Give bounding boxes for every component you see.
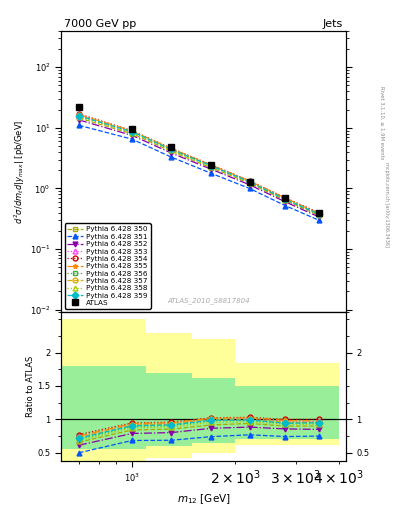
Pythia 6.428 356 bbox=[209, 163, 213, 169]
Text: ATLAS_2010_S8817804: ATLAS_2010_S8817804 bbox=[168, 297, 250, 304]
Pythia 6.428 355 bbox=[283, 195, 288, 201]
ATLAS bbox=[247, 179, 252, 185]
Pythia 6.428 356 bbox=[169, 147, 174, 153]
Pythia 6.428 352 bbox=[77, 117, 81, 123]
Pythia 6.428 358 bbox=[316, 211, 321, 218]
X-axis label: $m_{12}$ [GeV]: $m_{12}$ [GeV] bbox=[176, 493, 230, 506]
Pythia 6.428 359 bbox=[209, 163, 213, 169]
Pythia 6.428 352 bbox=[247, 182, 252, 188]
Pythia 6.428 353 bbox=[77, 112, 81, 118]
Line: Pythia 6.428 356: Pythia 6.428 356 bbox=[77, 114, 321, 217]
Pythia 6.428 357 bbox=[283, 196, 288, 202]
Pythia 6.428 354 bbox=[130, 127, 134, 134]
Pythia 6.428 355 bbox=[247, 178, 252, 184]
Pythia 6.428 359 bbox=[247, 179, 252, 185]
Pythia 6.428 356 bbox=[130, 129, 134, 135]
Pythia 6.428 353 bbox=[316, 210, 321, 217]
Pythia 6.428 350 bbox=[316, 212, 321, 219]
Line: Pythia 6.428 351: Pythia 6.428 351 bbox=[77, 123, 321, 223]
Pythia 6.428 355 bbox=[209, 162, 213, 168]
Pythia 6.428 354 bbox=[209, 162, 213, 168]
ATLAS bbox=[316, 209, 321, 216]
Pythia 6.428 358 bbox=[247, 180, 252, 186]
Line: Pythia 6.428 354: Pythia 6.428 354 bbox=[77, 112, 321, 215]
ATLAS bbox=[169, 144, 174, 150]
Pythia 6.428 353 bbox=[130, 128, 134, 134]
Pythia 6.428 352 bbox=[169, 150, 174, 156]
ATLAS bbox=[130, 126, 134, 132]
Pythia 6.428 352 bbox=[130, 132, 134, 138]
Pythia 6.428 352 bbox=[316, 214, 321, 220]
Pythia 6.428 350 bbox=[77, 115, 81, 121]
Pythia 6.428 358 bbox=[169, 147, 174, 154]
Pythia 6.428 357 bbox=[209, 162, 213, 168]
Text: Jets: Jets bbox=[323, 19, 343, 29]
Pythia 6.428 350 bbox=[130, 131, 134, 137]
Pythia 6.428 353 bbox=[283, 196, 288, 202]
Pythia 6.428 354 bbox=[247, 178, 252, 184]
Y-axis label: $d^2\sigma/dm_{t}d|y_{max}|$ [pb/GeV]: $d^2\sigma/dm_{t}d|y_{max}|$ [pb/GeV] bbox=[13, 119, 27, 224]
Line: Pythia 6.428 359: Pythia 6.428 359 bbox=[77, 113, 321, 217]
Pythia 6.428 353 bbox=[169, 146, 174, 152]
Pythia 6.428 355 bbox=[130, 128, 134, 134]
Line: ATLAS: ATLAS bbox=[75, 103, 322, 216]
Line: Pythia 6.428 350: Pythia 6.428 350 bbox=[77, 116, 321, 218]
Pythia 6.428 357 bbox=[77, 113, 81, 119]
Pythia 6.428 354 bbox=[169, 145, 174, 152]
Pythia 6.428 359 bbox=[316, 211, 321, 217]
Legend: Pythia 6.428 350, Pythia 6.428 351, Pythia 6.428 352, Pythia 6.428 353, Pythia 6: Pythia 6.428 350, Pythia 6.428 351, Pyth… bbox=[64, 224, 151, 309]
ATLAS bbox=[283, 195, 288, 201]
Pythia 6.428 359 bbox=[77, 113, 81, 119]
Line: Pythia 6.428 355: Pythia 6.428 355 bbox=[77, 112, 321, 216]
Pythia 6.428 356 bbox=[283, 196, 288, 202]
Pythia 6.428 355 bbox=[169, 145, 174, 152]
ATLAS bbox=[77, 104, 81, 110]
Pythia 6.428 352 bbox=[283, 199, 288, 205]
Pythia 6.428 357 bbox=[130, 129, 134, 135]
Pythia 6.428 350 bbox=[169, 148, 174, 155]
Pythia 6.428 359 bbox=[130, 129, 134, 135]
Pythia 6.428 356 bbox=[77, 113, 81, 119]
Pythia 6.428 350 bbox=[247, 180, 252, 186]
Pythia 6.428 359 bbox=[283, 196, 288, 202]
Pythia 6.428 350 bbox=[283, 198, 288, 204]
Line: Pythia 6.428 352: Pythia 6.428 352 bbox=[77, 118, 321, 219]
Pythia 6.428 353 bbox=[209, 162, 213, 168]
Pythia 6.428 359 bbox=[169, 146, 174, 153]
Line: Pythia 6.428 353: Pythia 6.428 353 bbox=[77, 112, 321, 216]
Pythia 6.428 351 bbox=[77, 122, 81, 129]
Pythia 6.428 351 bbox=[283, 203, 288, 209]
Pythia 6.428 357 bbox=[316, 211, 321, 217]
Pythia 6.428 351 bbox=[247, 185, 252, 191]
Y-axis label: Ratio to ATLAS: Ratio to ATLAS bbox=[26, 356, 35, 417]
Pythia 6.428 355 bbox=[77, 112, 81, 118]
Pythia 6.428 358 bbox=[130, 130, 134, 136]
Text: mcplots.cern.ch [arXiv:1306.3436]: mcplots.cern.ch [arXiv:1306.3436] bbox=[384, 162, 389, 247]
Pythia 6.428 351 bbox=[209, 170, 213, 176]
Pythia 6.428 351 bbox=[169, 154, 174, 160]
Pythia 6.428 350 bbox=[209, 165, 213, 171]
Pythia 6.428 354 bbox=[77, 111, 81, 117]
Pythia 6.428 352 bbox=[209, 166, 213, 172]
Pythia 6.428 353 bbox=[247, 178, 252, 184]
Pythia 6.428 354 bbox=[316, 209, 321, 216]
Pythia 6.428 356 bbox=[247, 179, 252, 185]
Pythia 6.428 357 bbox=[247, 179, 252, 185]
Pythia 6.428 358 bbox=[77, 114, 81, 120]
Pythia 6.428 355 bbox=[316, 210, 321, 217]
Pythia 6.428 351 bbox=[316, 217, 321, 223]
Text: Rivet 3.1.10, ≥ 1.9M events: Rivet 3.1.10, ≥ 1.9M events bbox=[379, 86, 384, 160]
Line: Pythia 6.428 357: Pythia 6.428 357 bbox=[77, 113, 321, 217]
Pythia 6.428 356 bbox=[316, 211, 321, 217]
Pythia 6.428 358 bbox=[283, 197, 288, 203]
Pythia 6.428 358 bbox=[209, 163, 213, 169]
ATLAS bbox=[209, 162, 213, 168]
Line: Pythia 6.428 358: Pythia 6.428 358 bbox=[77, 115, 321, 217]
Pythia 6.428 351 bbox=[130, 136, 134, 142]
Pythia 6.428 357 bbox=[169, 146, 174, 152]
Pythia 6.428 354 bbox=[283, 195, 288, 201]
Text: 7000 GeV pp: 7000 GeV pp bbox=[64, 19, 136, 29]
